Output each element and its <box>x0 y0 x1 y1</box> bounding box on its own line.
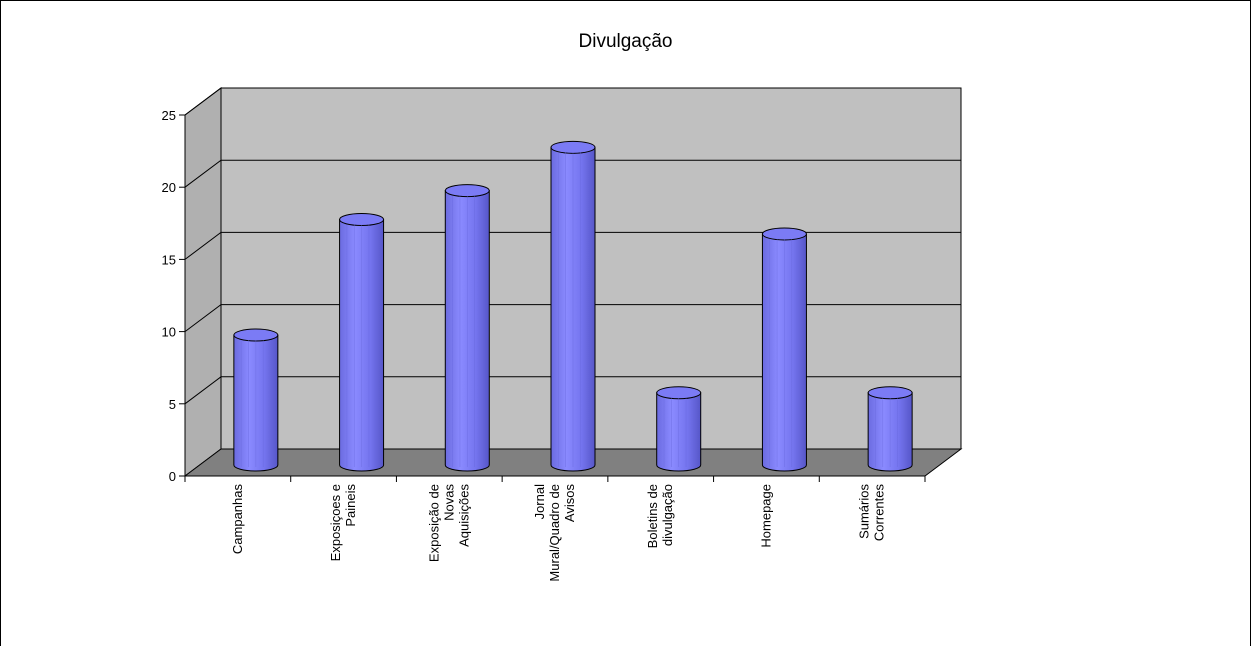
category-label: Jornal <box>532 484 547 520</box>
category-label: Sumários <box>857 484 872 539</box>
y-tick-label: 15 <box>162 252 176 267</box>
bar-top <box>656 386 702 400</box>
category-label: Novas <box>441 484 456 521</box>
y-tick-label: 0 <box>169 469 176 484</box>
category-label: Exposiçoes e <box>328 484 343 561</box>
category-label: Exposição de <box>426 484 441 562</box>
category-label: Correntes <box>872 484 887 542</box>
category-label: Avisos <box>562 484 577 523</box>
gridline <box>184 376 961 405</box>
category-label: Boletins de <box>645 484 660 548</box>
gridline <box>184 87 961 116</box>
category-label: Homepage <box>758 484 773 548</box>
bar-top <box>550 140 596 154</box>
bar-top <box>761 227 807 241</box>
category-label: Aquisições <box>456 484 471 547</box>
y-tick-label: 5 <box>169 397 176 412</box>
side-wall <box>184 87 222 477</box>
category-label: Paineis <box>343 484 358 527</box>
category-label: Mural/Quadro de <box>547 484 562 582</box>
gridline <box>184 159 961 188</box>
gridline <box>184 231 961 260</box>
y-tick-label: 25 <box>162 108 176 123</box>
chart-title: Divulgação <box>578 31 673 52</box>
category-label: divulgação <box>660 484 675 546</box>
y-tick-label: 20 <box>162 180 176 195</box>
bar-top <box>339 213 385 227</box>
gridline <box>184 304 961 333</box>
category-label: Campanhas <box>230 484 245 555</box>
bar-top <box>233 328 279 342</box>
bar-top <box>867 386 913 400</box>
bar-top <box>444 184 490 198</box>
y-tick-label: 10 <box>162 325 176 340</box>
